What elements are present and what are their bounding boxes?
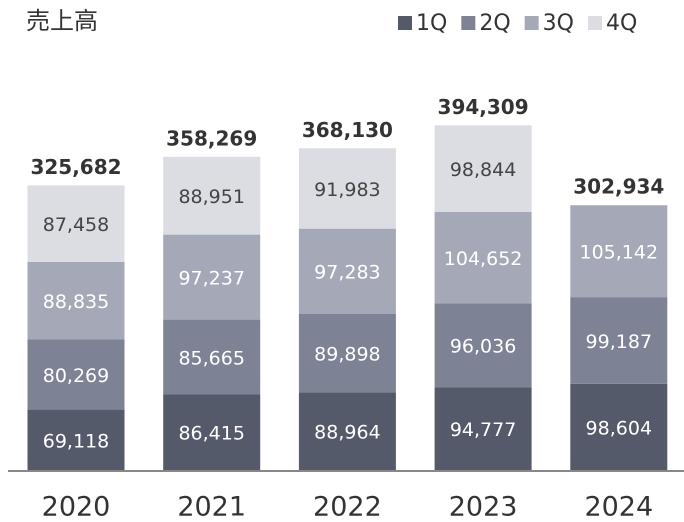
value-label: 88,951 (178, 186, 244, 208)
bar-segment (27, 185, 125, 262)
bar-segment (570, 205, 668, 298)
value-label: 91,983 (314, 179, 380, 201)
value-label: 88,835 (43, 291, 109, 313)
total-label: 358,269 (166, 126, 257, 150)
bar-segment (434, 125, 532, 212)
value-label: 99,187 (586, 331, 652, 353)
value-label: 96,036 (450, 336, 516, 358)
legend-swatch (587, 16, 602, 30)
value-label: 87,458 (43, 214, 109, 236)
chart-title: 売上高 (26, 7, 98, 35)
value-label: 89,898 (314, 343, 380, 365)
total-label: 302,934 (573, 175, 664, 199)
value-label: 98,604 (586, 417, 652, 439)
bar-segment (570, 383, 668, 470)
value-label: 97,283 (314, 262, 380, 284)
bar-segment (298, 392, 396, 470)
total-label: 368,130 (302, 118, 393, 142)
legend-swatch (461, 16, 476, 30)
bar-segment (27, 339, 125, 410)
value-label: 86,415 (178, 423, 244, 445)
x-tick-label: 2020 (42, 492, 111, 522)
bar-segment (434, 387, 532, 470)
x-tick-label: 2022 (313, 492, 382, 522)
bar-segment (570, 297, 668, 384)
value-label: 88,964 (314, 422, 380, 444)
bar-segment (298, 313, 396, 393)
total-label: 325,682 (30, 155, 121, 179)
legend-swatch (398, 16, 412, 30)
bar-segment (298, 148, 396, 229)
x-tick-label: 2024 (584, 492, 653, 522)
value-label: 97,237 (178, 268, 244, 290)
value-label: 80,269 (43, 365, 109, 387)
total-label: 394,309 (438, 95, 529, 119)
legend-swatch (524, 16, 539, 30)
bar-segment (163, 234, 261, 320)
bar-segment (434, 303, 532, 388)
bar-segment (27, 409, 125, 470)
bar-segment (163, 394, 261, 470)
legend-label: 1Q (416, 11, 447, 36)
value-label: 105,142 (580, 242, 659, 264)
bar-segment (298, 228, 396, 314)
bar-segment (27, 261, 125, 340)
bar-segment (163, 319, 261, 395)
bar-segment (434, 211, 532, 304)
legend-label: 3Q (543, 11, 574, 36)
value-label: 94,777 (450, 419, 516, 441)
value-label: 85,665 (178, 348, 244, 370)
value-label: 98,844 (450, 159, 516, 181)
legend-label: 4Q (606, 11, 637, 36)
bar-segment (163, 156, 261, 235)
value-label: 104,652 (444, 248, 523, 270)
legend-label: 2Q (479, 11, 510, 36)
x-tick-label: 2021 (177, 492, 246, 522)
value-label: 69,118 (43, 430, 109, 452)
x-tick-label: 2023 (449, 492, 518, 522)
